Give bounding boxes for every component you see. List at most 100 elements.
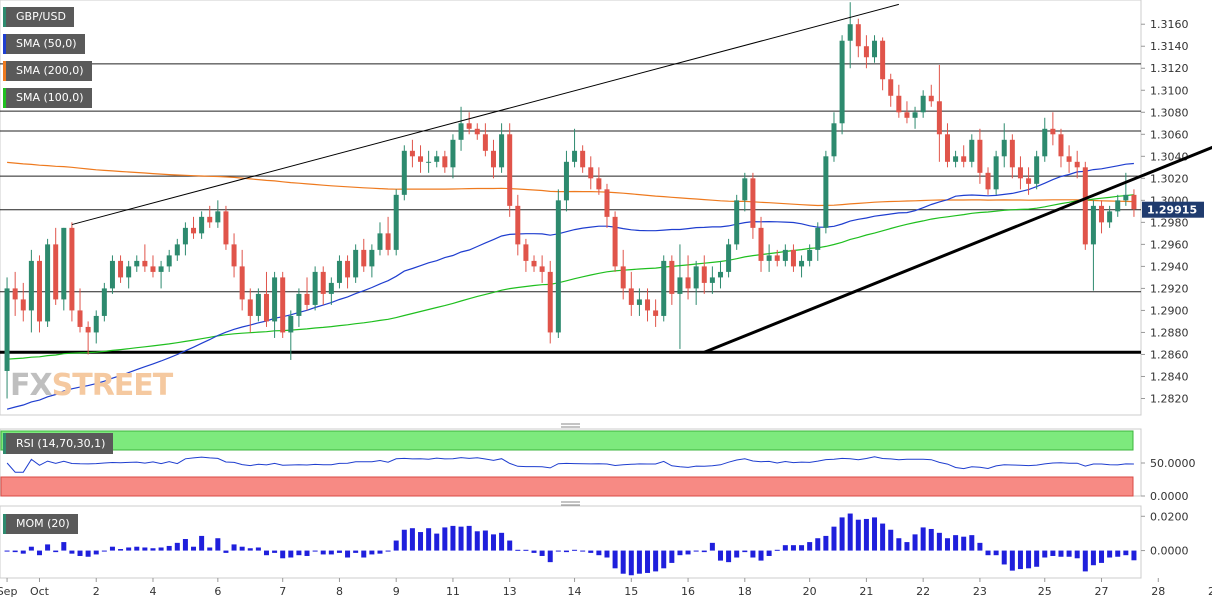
candle-body	[1115, 200, 1121, 212]
candle-body	[1131, 194, 1137, 210]
momentum-bar	[182, 539, 188, 551]
momentum-bar	[166, 545, 172, 551]
candle-body	[1058, 134, 1064, 157]
momentum-bar	[620, 550, 626, 574]
momentum-bar	[685, 550, 691, 555]
candle-body	[847, 24, 853, 41]
candle-body	[709, 277, 715, 283]
x-tick-label: 16	[681, 585, 695, 598]
momentum-bar	[385, 550, 391, 552]
price-tick-label: 1.2820	[1150, 392, 1189, 405]
momentum-bar	[174, 542, 180, 551]
momentum-bar	[418, 532, 424, 551]
legend-sma200: SMA (200,0)	[3, 61, 92, 81]
momentum-bar	[531, 550, 537, 553]
momentum-bar	[515, 549, 521, 551]
momentum-bar	[872, 517, 878, 551]
momentum-bar	[596, 550, 602, 556]
momentum-bar	[880, 523, 886, 551]
candle-body	[588, 167, 594, 179]
momentum-bar	[790, 545, 796, 551]
candle-body	[572, 150, 578, 162]
candle-body	[1066, 156, 1072, 162]
candle-body	[1026, 178, 1032, 184]
candle-body	[109, 260, 115, 289]
momentum-bar	[28, 546, 34, 551]
momentum-bar	[1131, 550, 1137, 561]
x-tick-label: 14	[568, 585, 582, 598]
momentum-bar	[45, 544, 51, 551]
candle-body	[1074, 161, 1080, 168]
momentum-bar	[985, 550, 991, 556]
momentum-bar	[912, 534, 918, 551]
momentum-bar	[823, 535, 829, 551]
candle-body	[450, 139, 456, 168]
momentum-bar	[247, 548, 253, 551]
candle-body	[1050, 128, 1056, 135]
momentum-bar	[628, 550, 634, 576]
candle-body	[750, 178, 756, 228]
price-tick-label: 1.2940	[1150, 260, 1189, 273]
momentum-bar	[572, 549, 578, 551]
momentum-bar	[320, 550, 326, 555]
candle-body	[426, 161, 432, 163]
candle-body	[466, 123, 472, 129]
momentum-bar	[742, 550, 748, 553]
momentum-bar	[855, 519, 861, 551]
momentum-bar	[977, 542, 983, 551]
x-tick-label: Sep	[0, 585, 17, 598]
x-tick-label: 11	[446, 585, 460, 598]
candle-body	[353, 249, 359, 278]
momentum-bar	[239, 546, 245, 551]
candle-body	[953, 156, 959, 162]
price-tick-label: 1.3140	[1150, 40, 1189, 53]
candle-body	[507, 134, 513, 206]
momentum-bar	[1050, 550, 1056, 556]
last-price-label: 1.29915	[1147, 204, 1197, 217]
candle-body	[361, 249, 367, 267]
momentum-bar	[328, 550, 334, 555]
candle-body	[717, 271, 723, 278]
momentum-bar	[677, 550, 683, 556]
momentum-bar	[993, 550, 999, 556]
momentum-bar	[20, 550, 26, 554]
momentum-bar	[223, 550, 229, 553]
momentum-bar	[191, 546, 197, 551]
momentum-bar	[839, 517, 845, 551]
candle-body	[515, 205, 521, 245]
candle-body	[418, 156, 424, 162]
x-tick-label: 7	[279, 585, 286, 598]
momentum-bar	[1042, 550, 1048, 558]
mom-panel	[0, 505, 1142, 579]
momentum-bar	[936, 532, 942, 551]
momentum-bar	[920, 527, 926, 551]
candle-body	[369, 249, 375, 267]
momentum-bar	[1009, 550, 1015, 571]
momentum-bar	[653, 550, 659, 572]
candle-body	[93, 315, 99, 333]
candle-body	[547, 271, 553, 333]
momentum-bar	[928, 528, 934, 551]
candle-body	[191, 227, 197, 234]
momentum-bar	[701, 550, 707, 553]
candle-body	[1009, 139, 1015, 168]
candle-body	[993, 156, 999, 190]
momentum-bar	[1099, 550, 1105, 563]
candle-body	[199, 216, 205, 234]
momentum-bar	[734, 550, 740, 558]
momentum-bar	[1017, 550, 1023, 570]
candle-body	[272, 277, 278, 322]
x-tick-label: 20	[803, 585, 817, 598]
momentum-bar	[207, 547, 213, 551]
candle-body	[1034, 156, 1040, 184]
candle-body	[377, 233, 383, 250]
candle-body	[563, 161, 569, 201]
momentum-bar	[1058, 550, 1064, 557]
x-tick-label: 15	[624, 585, 638, 598]
candle-body	[77, 310, 83, 327]
candle-body	[142, 260, 148, 267]
momentum-bar	[758, 550, 764, 561]
candle-body	[385, 233, 391, 250]
candle-body	[523, 244, 529, 261]
price-tick-label: 1.3080	[1150, 106, 1189, 119]
